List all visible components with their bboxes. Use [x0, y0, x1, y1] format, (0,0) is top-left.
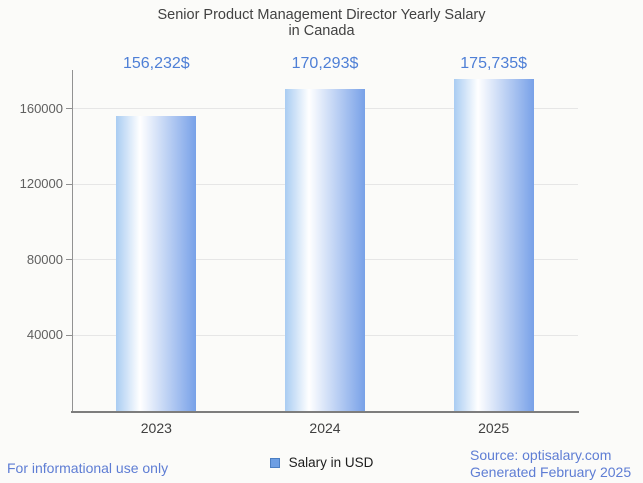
bar-value-label: 156,232$ [122, 55, 190, 72]
y-axis-tick [66, 108, 72, 110]
x-tick-label: 2024 [309, 420, 341, 436]
y-tick-label: 160000 [19, 100, 63, 116]
salary-bar-2024[interactable] [285, 89, 365, 411]
disclaimer-text: For informational use only [7, 460, 169, 476]
generated-text: Generated February 2025 [470, 464, 632, 480]
y-axis-tick [66, 334, 72, 336]
legend-label: Salary in USD [288, 455, 374, 470]
x-tick-label: 2023 [140, 420, 172, 436]
source-block: Source: optisalary.com Generated Februar… [470, 447, 631, 481]
chart-title: Senior Product Management Director Yearl… [0, 7, 643, 39]
legend: Salary in USD [0, 455, 643, 470]
y-axis-tick [66, 259, 72, 261]
bar-value-label: 170,293$ [291, 55, 359, 72]
source-text: Source: optisalary.com [470, 447, 612, 463]
x-axis [71, 411, 579, 413]
y-axis [72, 70, 73, 413]
chart-title-line-1: Senior Product Management Director Yearl… [157, 7, 486, 23]
bar-value-label: 175,735$ [460, 55, 528, 72]
x-tick-label: 2025 [478, 420, 510, 436]
salary-bar-2023[interactable] [116, 116, 197, 411]
y-tick-label: 40000 [26, 327, 63, 343]
y-tick-label: 120000 [19, 176, 63, 192]
legend-swatch-icon [269, 457, 280, 468]
chart-title-line-2: in Canada [288, 23, 355, 39]
y-tick-label: 80000 [26, 251, 63, 267]
salary-bar-2025[interactable] [453, 79, 534, 411]
y-axis-tick [66, 183, 72, 185]
